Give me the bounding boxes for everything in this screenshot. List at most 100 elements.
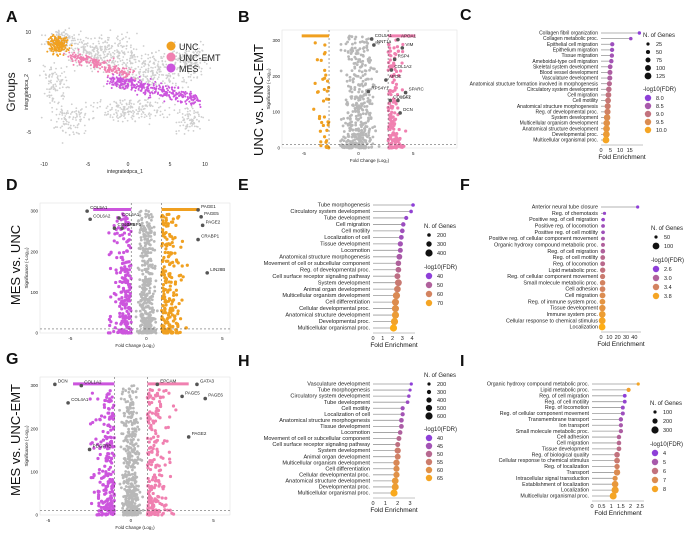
umap-cell: [104, 45, 106, 48]
umap-cell: [63, 34, 66, 37]
volcano-point: [146, 451, 150, 455]
volcano-point: [109, 435, 113, 440]
volcano-point: [359, 60, 363, 64]
umap-cell: [73, 133, 75, 136]
term-label: Lipid metabolic proc.: [549, 268, 598, 274]
umap-cell: [139, 68, 142, 71]
volcano-point: [133, 451, 137, 455]
umap-cell: [144, 104, 147, 107]
umap-cell: [140, 66, 143, 69]
volcano-point: [394, 69, 399, 74]
volcano-point: [96, 397, 100, 401]
volcano-point: [168, 460, 172, 465]
legend-color-dot: [425, 290, 433, 298]
enrichment-x-tick: 5: [609, 148, 612, 154]
volcano-point: [133, 429, 137, 432]
umap-cell: [180, 56, 183, 59]
umap-cell: [120, 44, 122, 47]
umap-cell: [117, 117, 120, 120]
volcano-point: [313, 81, 317, 85]
umap-cell: [57, 101, 60, 104]
legend-color-label: 2.6: [664, 267, 672, 273]
volcano-point: [350, 69, 354, 73]
volcano-point: [129, 328, 133, 332]
umap-cell: [50, 49, 53, 52]
term-label: Positive reg. of cellular component move…: [489, 236, 599, 242]
umap-cell: [55, 73, 58, 76]
volcano-point: [151, 292, 155, 296]
volcano-point: [105, 473, 110, 477]
volcano-point: [174, 258, 179, 262]
volcano-point: [160, 296, 165, 300]
umap-cell: [184, 52, 187, 55]
volcano-point: [348, 129, 352, 133]
legend-color-dot: [651, 458, 659, 466]
term-point: [394, 447, 401, 454]
umap-cell: [53, 127, 56, 129]
volcano-point: [120, 307, 124, 311]
umap-cell: [59, 80, 61, 83]
term-point: [601, 217, 605, 222]
umap-cell: [193, 95, 196, 98]
volcano-point: [148, 500, 152, 505]
volcano-gene-point: [196, 237, 200, 242]
volcano-point: [174, 305, 178, 309]
volcano-point: [138, 309, 142, 313]
umap-cell: [78, 113, 81, 116]
volcano-point: [371, 95, 375, 99]
volcano-point: [339, 144, 342, 147]
umap-cell: [155, 71, 158, 74]
umap-cell: [198, 120, 200, 122]
umap-legend-label: UNC-EMT: [179, 53, 221, 63]
volcano-point: [142, 307, 146, 311]
umap-cell: [40, 43, 43, 46]
umap-cell: [190, 73, 192, 76]
volcano-point: [162, 292, 166, 296]
volcano-point: [137, 484, 140, 488]
umap-cell: [58, 87, 61, 90]
term-point: [411, 203, 415, 207]
volcano-point: [121, 390, 125, 394]
umap-cell: [126, 58, 128, 61]
legend-size-dot: [652, 242, 660, 250]
panel-letter-d: D: [6, 177, 18, 194]
volcano-point: [358, 83, 362, 87]
umap-cell: [183, 121, 186, 124]
umap-cell: [56, 77, 59, 80]
volcano-point: [359, 76, 363, 80]
volcano-point: [118, 408, 121, 412]
umap-cell: [77, 59, 80, 62]
volcano-point: [350, 135, 354, 139]
term-label: Ameboidal-type cell migration: [532, 59, 598, 65]
volcano-point: [354, 121, 358, 125]
volcano-point: [165, 244, 169, 248]
volcano-point: [122, 315, 126, 319]
volcano-point: [129, 263, 133, 267]
umap-cell: [106, 59, 109, 62]
umap-cell: [91, 46, 94, 49]
umap-cell: [44, 34, 47, 37]
umap-cell: [62, 130, 64, 132]
term-label: Multicellular organismal proc.: [298, 491, 371, 497]
volcano-point: [128, 405, 132, 409]
volcano-point: [344, 98, 348, 102]
volcano-point: [161, 219, 165, 223]
umap-cell: [60, 105, 63, 108]
umap-cell: [46, 95, 49, 97]
volcano-up-points: [160, 212, 189, 335]
volcano-point: [131, 499, 134, 503]
umap-cell: [79, 30, 82, 33]
volcano-gene-label: PDGFRB: [93, 443, 112, 448]
volcano-point: [341, 124, 345, 128]
term-label: Reg. of developmental proc.: [300, 267, 370, 273]
volcano-point: [360, 108, 364, 111]
umap-cell: [87, 55, 90, 58]
umap-cell: [104, 47, 107, 50]
volcano-point: [169, 331, 174, 335]
volcano-point: [153, 479, 158, 483]
legend-color-label: 50: [437, 283, 443, 289]
umap-cell: [65, 112, 68, 115]
umap-cell: [200, 116, 203, 118]
umap-cell: [144, 71, 147, 74]
legend-size-dot: [644, 72, 652, 80]
